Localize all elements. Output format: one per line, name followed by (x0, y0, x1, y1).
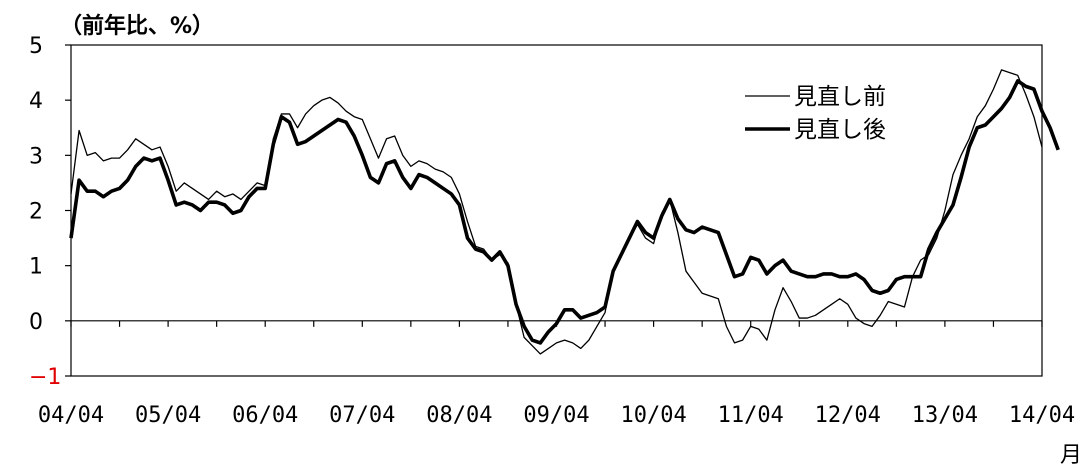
series-line-before-revision (70, 69, 1043, 355)
legend-label-after: 見直し後 (794, 117, 886, 143)
chart-title: （前年比、%） (60, 13, 214, 39)
y-tick-label: 0 (29, 310, 43, 335)
x-tick-label: 06/04 (232, 403, 298, 428)
y-axis: 5 4 3 2 1 0 −1 (29, 34, 71, 390)
x-tick-label: 12/04 (815, 403, 881, 428)
x-tick-label: 14/04 (1009, 403, 1075, 428)
x-tick-label: 10/04 (620, 403, 686, 428)
y-tick-label: 1 (29, 255, 43, 280)
legend: 見直し前 見直し後 (745, 84, 886, 143)
x-axis-unit: 月 (1060, 443, 1082, 466)
x-tick-label: 08/04 (426, 403, 492, 428)
x-tick-label: 09/04 (523, 403, 589, 428)
y-tick-label: 2 (29, 200, 43, 225)
y-tick-label: 3 (29, 144, 43, 169)
y-tick-label: 5 (29, 34, 43, 59)
y-tick-label: 4 (29, 89, 43, 114)
x-tick-label: 04/04 (38, 403, 104, 428)
series-line-after-revision (69, 79, 1060, 345)
legend-label-before: 見直し前 (794, 84, 886, 110)
x-tick-label: 11/04 (718, 403, 784, 428)
x-tick-label: 05/04 (135, 403, 201, 428)
x-axis: 04/04 05/04 06/04 07/04 08/04 09/04 10/04 11/04… (38, 320, 1075, 428)
y-tick-label: −1 (29, 365, 61, 390)
x-tick-label: 07/04 (329, 403, 395, 428)
x-tick-label: 13/04 (912, 403, 978, 428)
